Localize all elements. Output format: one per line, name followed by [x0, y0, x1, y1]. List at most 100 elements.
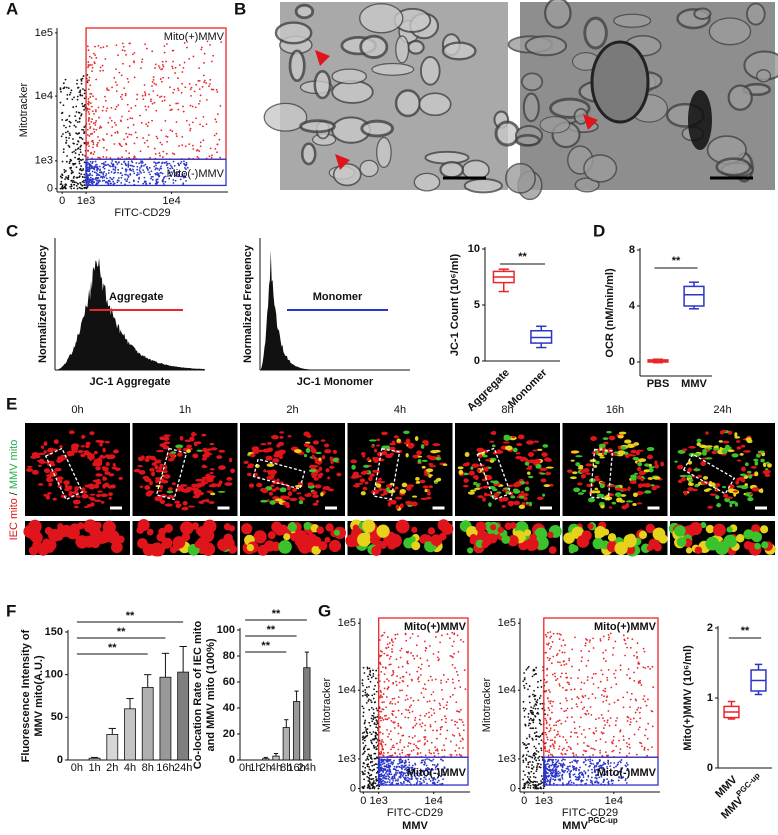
dot: [571, 716, 573, 718]
dot: [413, 700, 415, 702]
mito: [630, 480, 637, 484]
dot: [523, 770, 525, 772]
dot: [368, 678, 370, 680]
dot: [366, 735, 368, 737]
dot: [605, 660, 607, 662]
dot: [113, 172, 115, 174]
dot: [371, 770, 373, 772]
bar: [107, 734, 118, 760]
dot: [649, 668, 651, 670]
dot: [117, 169, 119, 171]
dot: [136, 166, 138, 168]
dot: [78, 91, 80, 93]
dot: [547, 657, 549, 659]
dot: [612, 654, 614, 656]
dot: [530, 756, 532, 758]
dot: [535, 770, 537, 772]
dot: [365, 759, 367, 761]
mito: [606, 431, 612, 434]
dot: [560, 723, 562, 725]
mito: [267, 447, 273, 451]
dot: [549, 718, 551, 720]
dot: [611, 779, 613, 781]
dot: [446, 701, 448, 703]
dot: [147, 169, 149, 171]
mito: [644, 483, 651, 487]
dot: [416, 644, 418, 646]
mito: [201, 434, 206, 437]
dot: [128, 161, 130, 163]
zoom-mito: [487, 534, 497, 544]
dot: [547, 714, 549, 716]
vesicle: [361, 36, 387, 57]
dot: [399, 741, 401, 743]
dot: [216, 151, 218, 153]
zoom-mito: [217, 539, 229, 551]
mito: [624, 440, 631, 444]
dot: [576, 760, 578, 762]
dot: [644, 735, 646, 737]
dot: [529, 723, 531, 725]
dot: [626, 742, 628, 744]
mito: [619, 432, 627, 435]
mito: [594, 476, 599, 478]
dot: [84, 89, 86, 91]
dot: [562, 736, 564, 738]
dot: [97, 136, 99, 138]
dot: [102, 180, 104, 182]
dot: [430, 724, 432, 726]
panel-letter: A: [6, 0, 18, 18]
dot: [381, 758, 383, 760]
dot: [573, 782, 575, 784]
dot: [76, 111, 78, 113]
mito: [48, 448, 54, 452]
zoom-mito: [470, 534, 477, 541]
dot: [200, 94, 202, 96]
dot: [537, 681, 539, 683]
x-tick-label: MMV: [681, 378, 707, 390]
mito: [151, 472, 155, 477]
zoom-mito: [689, 522, 702, 535]
dot: [81, 113, 83, 115]
dot: [524, 716, 526, 718]
dot: [438, 651, 440, 653]
dot: [382, 741, 384, 743]
dot: [525, 744, 527, 746]
mito: [395, 497, 402, 500]
dot: [647, 666, 649, 668]
dot: [565, 689, 567, 691]
mito: [391, 443, 396, 445]
dot: [535, 708, 537, 710]
dot: [159, 152, 161, 154]
vesicle: [584, 155, 617, 182]
dot: [626, 782, 628, 784]
dot: [400, 759, 402, 761]
dot: [592, 760, 594, 762]
dot: [531, 713, 533, 715]
dot: [389, 703, 391, 705]
dot: [582, 774, 584, 776]
dot: [136, 174, 138, 176]
y-tick-label: 1e3: [338, 753, 356, 765]
zoom-mito: [388, 534, 402, 548]
dot: [79, 118, 81, 120]
dot: [202, 139, 204, 141]
dot: [175, 133, 177, 135]
dot: [549, 709, 551, 711]
dot: [412, 737, 414, 739]
dot: [464, 669, 466, 671]
dot: [158, 173, 160, 175]
dot: [398, 666, 400, 668]
dot: [616, 717, 618, 719]
dot: [89, 127, 91, 129]
dot: [102, 46, 104, 48]
dot: [86, 187, 88, 189]
mito: [272, 488, 277, 491]
dot: [93, 131, 95, 133]
dot: [533, 766, 535, 768]
mito: [571, 460, 575, 462]
mito: [207, 448, 211, 451]
dot: [407, 660, 409, 662]
dot: [90, 121, 92, 123]
dot: [375, 763, 377, 765]
